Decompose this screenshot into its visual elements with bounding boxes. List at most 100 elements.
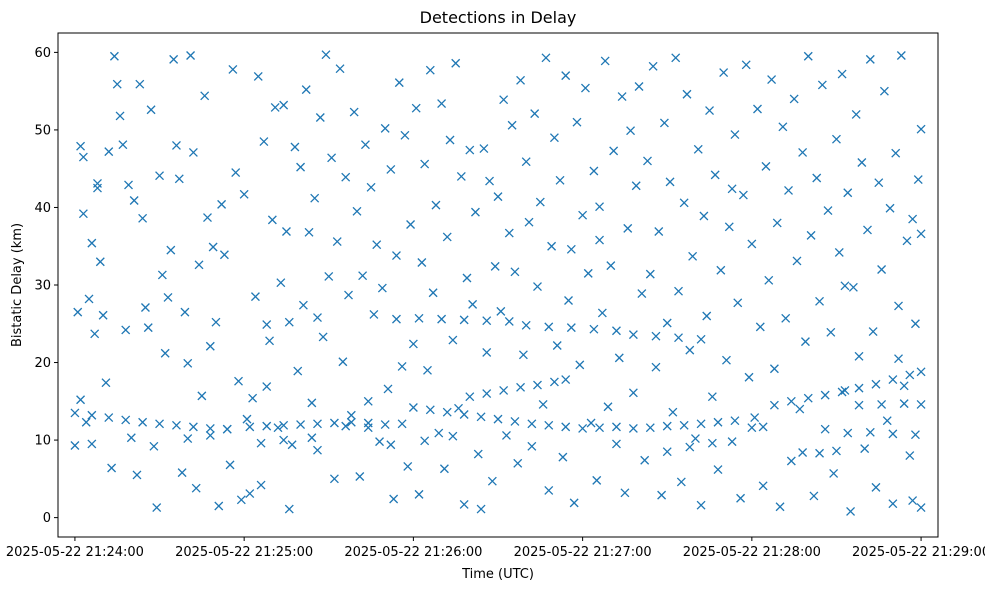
scatter-point	[366, 182, 376, 192]
scatter-point	[527, 419, 537, 429]
scatter-point	[815, 296, 824, 306]
scatter-point	[172, 140, 181, 150]
scatter-point	[586, 418, 596, 428]
scatter-point	[620, 488, 630, 498]
scatter-point	[394, 78, 404, 88]
scatter-point	[910, 319, 920, 329]
scatter-point	[626, 126, 636, 136]
scatter-point	[879, 86, 889, 96]
scatter-point	[699, 211, 709, 221]
scatter-point	[617, 92, 627, 102]
scatter-point	[445, 135, 455, 145]
scatter-point	[561, 422, 571, 432]
scatter-point	[843, 188, 853, 198]
scatter-point	[767, 75, 777, 84]
scatter-point	[628, 330, 638, 340]
scatter-point	[595, 202, 604, 212]
scatter-point	[583, 268, 593, 278]
scatter-point	[916, 399, 926, 409]
scatter-point	[800, 337, 810, 347]
x-tick-label: 2025-05-22 21:24:00	[6, 545, 144, 560]
scatter-point	[468, 299, 478, 309]
scatter-point	[403, 461, 413, 471]
scatter-point	[448, 431, 458, 441]
scatter-point	[736, 493, 746, 503]
scatter-point	[112, 79, 122, 89]
scatter-point	[425, 65, 435, 75]
scatter-point	[183, 434, 193, 443]
y-axis: 0 10 20 30 40 50 60	[34, 46, 58, 526]
scatter-point	[541, 53, 551, 63]
scatter-point	[363, 423, 373, 433]
scatter-point	[256, 438, 266, 448]
scatter-point	[764, 275, 774, 285]
scatter-point	[665, 177, 675, 187]
scatter-point	[840, 385, 850, 395]
scatter-point	[589, 324, 599, 334]
scatter-point	[662, 318, 672, 328]
scatter-point	[631, 181, 641, 191]
scatter-point	[352, 206, 362, 216]
scatter-point	[595, 423, 604, 433]
scatter-point	[358, 271, 368, 281]
scatter-point	[93, 178, 102, 188]
scatter-point	[781, 313, 791, 323]
scatter-point	[578, 423, 588, 433]
x-tick-label: 2025-05-22 21:25:00	[175, 545, 313, 560]
scatter-point	[674, 286, 683, 296]
scatter-point	[205, 341, 215, 351]
scatter-point	[580, 83, 590, 93]
scatter-point	[425, 405, 435, 415]
scatter-point	[910, 430, 920, 440]
scatter-point	[276, 278, 286, 288]
scatter-point	[313, 445, 322, 455]
scatter-point	[533, 380, 542, 390]
scatter-point	[138, 213, 148, 223]
scatter-point	[169, 54, 179, 64]
scatter-point	[682, 89, 692, 99]
scatter-point	[408, 339, 418, 349]
scatter-point	[750, 413, 760, 423]
scatter-point	[205, 430, 215, 440]
scatter-point	[719, 68, 729, 78]
scatter-point	[262, 421, 272, 431]
scatter-point	[758, 481, 768, 491]
scatter-point	[389, 494, 399, 504]
scatter-point	[769, 400, 779, 410]
scatter-point	[668, 407, 678, 417]
scatter-point	[245, 422, 255, 432]
scatter-point	[93, 183, 102, 193]
scatter-point	[313, 419, 322, 429]
scatter-point	[558, 452, 568, 462]
scatter-point	[510, 267, 520, 277]
scatter-point	[321, 50, 331, 60]
y-tick-label: 0	[43, 511, 51, 526]
scatter-point	[203, 213, 212, 223]
scatter-point	[392, 314, 401, 324]
scatter-point	[87, 238, 97, 248]
scatter-point	[561, 71, 571, 81]
scatter-point	[346, 417, 356, 427]
scatter-point	[538, 399, 548, 409]
scatter-point	[744, 372, 754, 382]
scatter-point	[431, 200, 441, 210]
scatter-point	[899, 381, 909, 391]
scatter-point	[614, 353, 624, 363]
scatter-point	[349, 107, 359, 117]
scatter-point	[612, 422, 621, 432]
scatter-point	[502, 430, 511, 440]
scatter-point	[645, 423, 655, 433]
scatter-point	[465, 392, 475, 402]
scatter-point	[315, 113, 325, 122]
scatter-point	[510, 417, 520, 426]
scatter-point	[493, 192, 503, 202]
scatter-point	[437, 314, 447, 324]
scatter-point	[78, 209, 88, 219]
scatter-point	[392, 251, 401, 260]
scatter-point	[157, 270, 167, 280]
scatter-point	[155, 171, 164, 181]
scatter-point	[544, 486, 554, 495]
scatter-point	[832, 446, 841, 456]
scatter-point	[738, 190, 748, 200]
scatter-point	[798, 448, 808, 457]
